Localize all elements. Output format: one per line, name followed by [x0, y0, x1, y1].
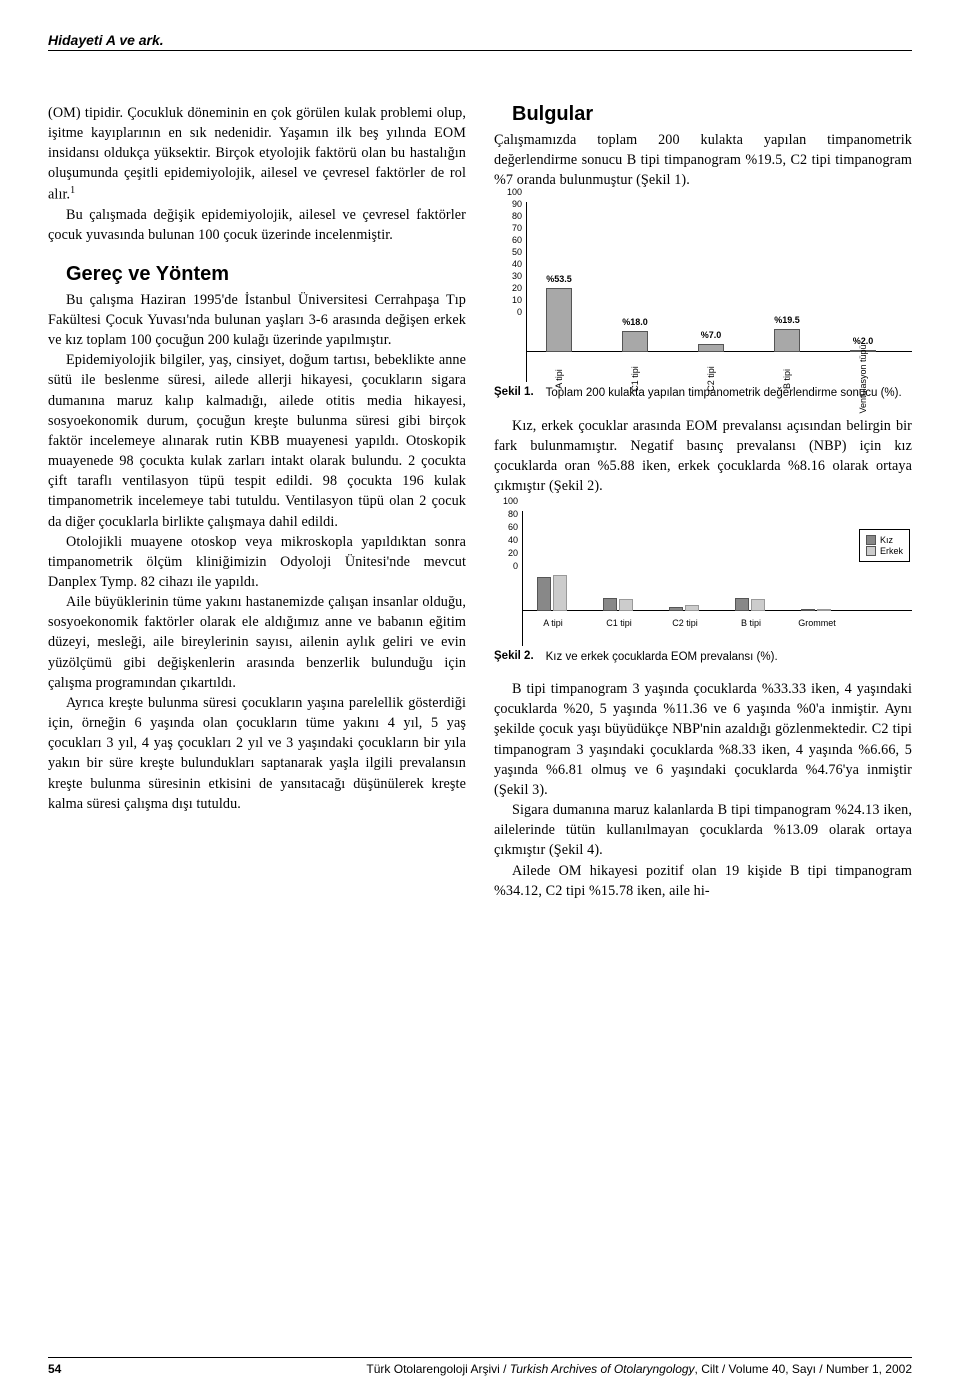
fig1-ytick: 40: [512, 259, 522, 269]
fig1-value-label: %19.5: [774, 315, 800, 325]
fig2-ytick: 0: [513, 561, 518, 571]
page-footer: 54 Türk Otolarengoloji Arşivi / Turkish …: [48, 1357, 912, 1376]
legend-swatch: [866, 535, 876, 545]
fig2-bar: [801, 609, 815, 611]
two-column-layout: (OM) tipidir. Çocukluk döneminin en çok …: [48, 103, 912, 901]
fig1-ytick: 20: [512, 283, 522, 293]
fig2-ytick: 80: [508, 509, 518, 519]
left-p1: (OM) tipidir. Çocukluk döneminin en çok …: [48, 103, 466, 205]
fig1-category-label: C2 tipi: [706, 367, 716, 393]
footer-citation: Türk Otolarengoloji Arşivi / Turkish Arc…: [366, 1362, 912, 1376]
fig1-y-axis: 0102030405060708090100: [494, 202, 526, 352]
fig2-legend: KızErkek: [859, 529, 910, 562]
right-p3: B tipi timpanogram 3 yaşında çocuklarda …: [494, 679, 912, 800]
fig1-ytick: 60: [512, 235, 522, 245]
section-heading-results: Bulgular: [512, 103, 912, 126]
running-head: Hidayeti A ve ark.: [48, 32, 912, 48]
right-column: Bulgular Çalışmamızda toplam 200 kulakta…: [494, 103, 912, 901]
fig2-bar: [669, 607, 683, 611]
figure-2-caption: Şekil 2. Kız ve erkek çocuklarda EOM pre…: [494, 650, 912, 666]
fig2-category-label: B tipi: [741, 618, 761, 628]
fig2-category-label: A tipi: [543, 618, 563, 628]
fig2-bar: [751, 599, 765, 611]
fig1-label: Şekil 1.: [494, 386, 534, 402]
left-p5: Otolojikli muayene otoskop veya mikrosko…: [48, 532, 466, 592]
fig1-value-label: %53.5: [546, 274, 572, 284]
fig1-category-label: B tipi: [782, 369, 792, 389]
left-p4: Epidemiyolojik bilgiler, yaş, cinsiyet, …: [48, 350, 466, 531]
fig1-bar: [698, 344, 724, 352]
fig1-value-label: %7.0: [701, 330, 722, 340]
page-number: 54: [48, 1362, 61, 1376]
fig2-category-label: C2 tipi: [672, 618, 698, 628]
fig2-bar: [537, 577, 551, 611]
figure-2-chart: 020406080100 KızErkek A tipiC1 tipiC2 ti…: [494, 511, 912, 646]
fig1-ytick: 100: [507, 187, 522, 197]
fig1-category-label: C1 tipi: [630, 367, 640, 393]
fig2-category-label: Grommet: [798, 618, 836, 628]
fig2-ytick: 60: [508, 522, 518, 532]
fig1-value-label: %18.0: [622, 317, 648, 327]
fig2-ytick: 40: [508, 535, 518, 545]
left-p7: Ayrıca kreşte bulunma süresi çocukların …: [48, 693, 466, 814]
fig2-bar: [603, 598, 617, 610]
fig1-ytick: 50: [512, 247, 522, 257]
fig1-category-label: Ventülasyon tüpü: [858, 345, 868, 414]
fig1-ytick: 80: [512, 211, 522, 221]
fig1-ytick: 0: [517, 307, 522, 317]
fig1-plot-area: %53.5A tipi%18.0C1 tipi%7.0C2 tipi%19.5B…: [526, 202, 912, 382]
fig2-bar: [817, 609, 831, 611]
right-p4: Sigara dumanına maruz kalanlarda B tipi …: [494, 800, 912, 860]
fig1-ytick: 90: [512, 199, 522, 209]
fig2-bar: [685, 605, 699, 610]
left-p3: Bu çalışma Haziran 1995'de İstanbul Üniv…: [48, 290, 466, 350]
footer-rule: [48, 1357, 912, 1358]
right-p2: Kız, erkek çocuklar arasında EOM prevala…: [494, 416, 912, 497]
fig2-caption-text: Kız ve erkek çocuklarda EOM prevalansı (…: [546, 650, 912, 666]
fig2-ytick: 20: [508, 548, 518, 558]
fig2-plot-area: KızErkek A tipi C1 tipi C2 tipi B tipi Gromm…: [522, 511, 912, 646]
fig2-legend-item: Erkek: [866, 546, 903, 556]
fig1-ytick: 30: [512, 271, 522, 281]
figure-1-chart: 0102030405060708090100 %53.5A tipi%18.0C…: [494, 202, 912, 382]
legend-swatch: [866, 546, 876, 556]
fig1-ytick: 10: [512, 295, 522, 305]
fig2-baseline: [523, 610, 912, 611]
right-p1: Çalışmamızda toplam 200 kulakta yapılan …: [494, 130, 912, 190]
fig1-bar: [622, 331, 648, 353]
fig1-bar: [546, 288, 572, 352]
fig2-label: Şekil 2.: [494, 650, 534, 666]
fig2-bar: [619, 599, 633, 611]
fig2-legend-item: Kız: [866, 535, 903, 545]
figure-1-caption: Şekil 1. Toplam 200 kulakta yapılan timp…: [494, 386, 912, 402]
fig1-ytick: 70: [512, 223, 522, 233]
legend-label: Kız: [880, 535, 893, 545]
legend-label: Erkek: [880, 546, 903, 556]
fig2-bar: [553, 575, 567, 611]
section-heading-methods: Gereç ve Yöntem: [66, 263, 466, 286]
fig1-bar: [774, 329, 800, 352]
fig2-bar: [735, 598, 749, 611]
fig2-y-axis: 020406080100: [494, 511, 522, 611]
fig1-category-label: A tipi: [554, 370, 564, 390]
fig2-ytick: 100: [503, 496, 518, 506]
fig2-category-label: C1 tipi: [606, 618, 632, 628]
left-column: (OM) tipidir. Çocukluk döneminin en çok …: [48, 103, 466, 901]
header-rule: [48, 50, 912, 51]
left-p6: Aile büyüklerinin tüme yakını hastanemiz…: [48, 592, 466, 693]
left-p2: Bu çalışmada değişik epidemiyolojik, ail…: [48, 205, 466, 245]
right-p5: Ailede OM hikayesi pozitif olan 19 kişid…: [494, 861, 912, 901]
